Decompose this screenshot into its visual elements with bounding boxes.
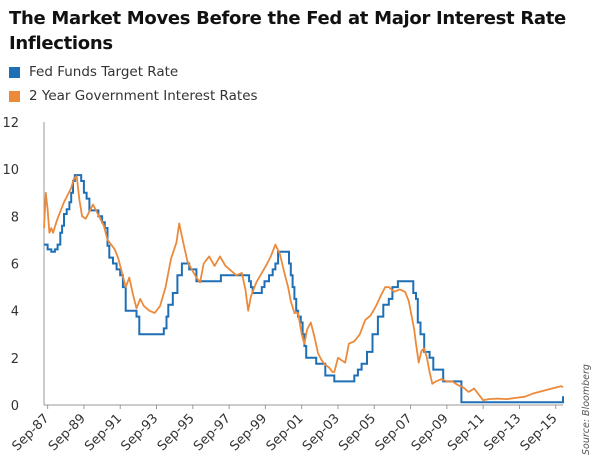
x-tick-label: Sep-09 xyxy=(409,411,452,454)
series-line-2yr-rates xyxy=(43,175,564,402)
x-tick-label: Sep-03 xyxy=(300,411,343,454)
x-tick-label: Sep-13 xyxy=(481,411,524,454)
legend-item-fed-funds: Fed Funds Target Rate xyxy=(9,60,258,84)
legend-label-fed-funds: Fed Funds Target Rate xyxy=(29,64,179,80)
x-tick-label: Sep-93 xyxy=(118,411,161,454)
legend-swatch-2yr-rates xyxy=(9,90,20,102)
x-tick-label: Sep-99 xyxy=(227,411,270,454)
y-tick-label: 4 xyxy=(11,305,19,320)
y-tick-label: 2 xyxy=(11,352,19,367)
y-tick-label: 10 xyxy=(2,163,19,178)
x-tick-label: Sep-87 xyxy=(10,411,53,454)
x-tick-label: Sep-01 xyxy=(264,411,307,454)
legend-swatch-fed-funds xyxy=(9,66,20,78)
x-tick-label: Sep-11 xyxy=(445,411,488,454)
legend-item-2yr-rates: 2 Year Government Interest Rates xyxy=(9,84,258,108)
x-tick-label: Sep-05 xyxy=(336,411,379,454)
y-tick-label: 6 xyxy=(11,258,19,273)
legend-label-2yr-rates: 2 Year Government Interest Rates xyxy=(29,88,258,104)
legend: Fed Funds Target Rate 2 Year Government … xyxy=(9,60,258,108)
chart-title: The Market Moves Before the Fed at Major… xyxy=(9,8,566,54)
y-tick-label: 0 xyxy=(11,399,19,414)
x-tick-label: Sep-91 xyxy=(82,411,125,454)
x-tick-label: Sep-15 xyxy=(518,411,561,454)
x-tick-label: Sep-95 xyxy=(155,411,198,454)
series-line-fed-funds xyxy=(44,174,564,404)
source-note: Source: Bloomberg xyxy=(581,364,592,455)
x-tick-label: Sep-07 xyxy=(372,411,415,454)
x-tick-label: Sep-97 xyxy=(191,411,234,454)
y-tick-label: 12 xyxy=(2,116,19,131)
x-tick-label: Sep-89 xyxy=(46,411,89,454)
y-tick-label: 8 xyxy=(11,210,19,225)
